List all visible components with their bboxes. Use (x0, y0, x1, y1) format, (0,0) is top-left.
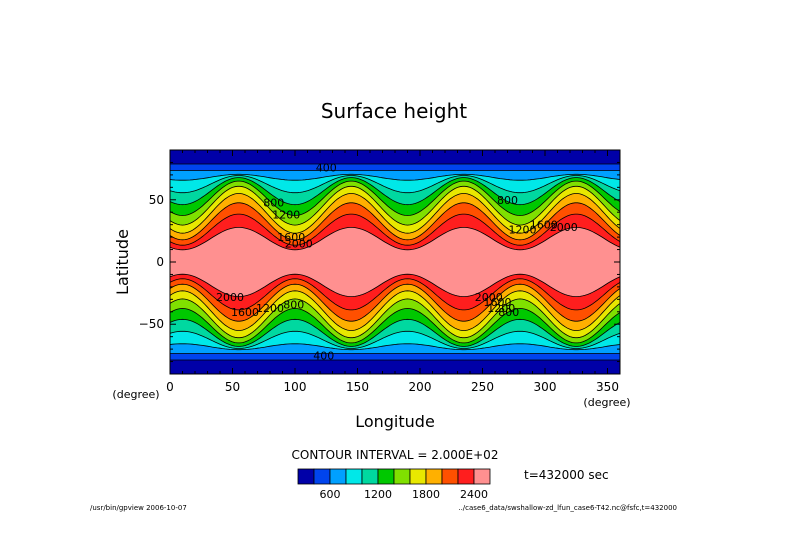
contour-band (170, 227, 620, 297)
contour-label: 2000 (475, 291, 503, 304)
y-tick-label: −50 (139, 317, 164, 331)
contour-interval-label: CONTOUR INTERVAL = 2.000E+02 (292, 448, 499, 462)
contour-label: 1600 (231, 306, 259, 319)
colorbar-swatch (329, 468, 347, 485)
time-label: t=432000 sec (524, 468, 609, 482)
colorbar-swatch (409, 468, 427, 485)
contour-label: 1600 (484, 296, 512, 309)
contour-label: 2000 (550, 221, 578, 234)
colorbar-swatch (313, 468, 331, 485)
x-tick-label: 350 (596, 380, 619, 394)
chart-title: Surface height (321, 99, 467, 123)
colorbar-swatch (473, 468, 491, 485)
y-tick-label: 50 (149, 193, 164, 207)
contour-label: 2000 (285, 237, 313, 250)
y-axis-unit: (degree) (112, 388, 159, 401)
colorbar-tick-label: 600 (320, 488, 341, 501)
x-axis-unit: (degree) (583, 396, 630, 409)
colorbar-swatch (425, 468, 443, 485)
colorbar-swatch (441, 468, 459, 485)
contour-label: 800 (497, 194, 518, 207)
y-tick-label: 0 (156, 255, 164, 269)
contour-label: 1200 (509, 224, 537, 237)
contour-label: 1200 (272, 209, 300, 222)
contour-label: 400 (313, 349, 334, 362)
colorbar-swatch (457, 468, 475, 485)
contour-label: 400 (316, 161, 337, 174)
x-tick-label: 100 (284, 380, 307, 394)
colorbar-swatch (393, 468, 411, 485)
footer-left: /usr/bin/gpview 2006-10-07 (90, 504, 187, 512)
contour-label: 1200 (256, 302, 284, 315)
contour-label: 800 (498, 306, 519, 319)
contour-label: 800 (263, 196, 284, 209)
axis-ticks (170, 150, 620, 374)
x-axis-label: Longitude (355, 412, 435, 431)
x-tick-label: 200 (409, 380, 432, 394)
y-tick-labels: 50 0 −50 (139, 193, 164, 331)
colorbar-tick-label: 2400 (460, 488, 488, 501)
contour-label: 1600 (530, 219, 558, 232)
x-tick-label: 50 (225, 380, 240, 394)
colorbar-tick-label: 1800 (412, 488, 440, 501)
contour-label: 1600 (277, 231, 305, 244)
colorbar-tick-label: 1200 (364, 488, 392, 501)
colorbar-tick-labels: 600 1200 1800 2400 (320, 488, 489, 501)
colorbar (297, 468, 491, 485)
x-tick-label: 0 (166, 380, 174, 394)
colorbar-swatch (297, 468, 315, 485)
contour-label: 2000 (216, 291, 244, 304)
colorbar-swatch (377, 468, 395, 485)
x-tick-labels: 0 50 100 150 200 250 300 350 (166, 380, 619, 394)
x-tick-label: 250 (471, 380, 494, 394)
contour-label: 800 (283, 298, 304, 311)
y-axis-label: Latitude (113, 229, 132, 295)
x-tick-label: 150 (346, 380, 369, 394)
x-tick-label: 300 (534, 380, 557, 394)
colorbar-swatch (345, 468, 363, 485)
contour-label: 1200 (487, 302, 515, 315)
contour-fill-bands (170, 164, 620, 360)
footer-right: ../case6_data/swshallow-zd_lfun_case6-T4… (458, 504, 677, 512)
colorbar-swatch (361, 468, 379, 485)
